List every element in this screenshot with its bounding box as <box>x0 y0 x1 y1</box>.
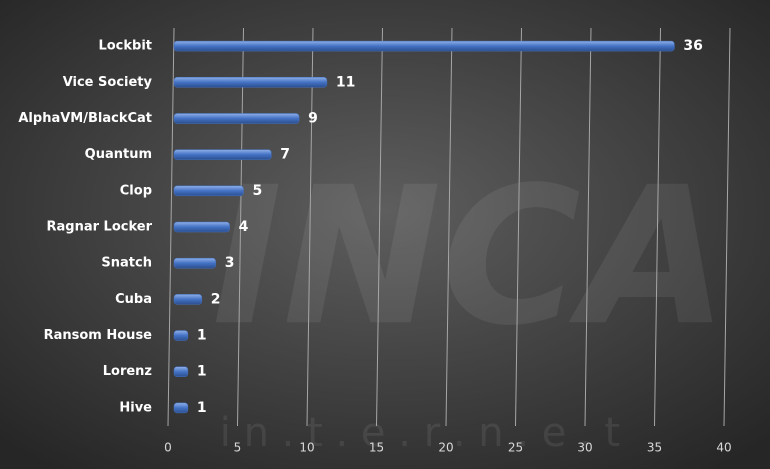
value-label: 36 <box>683 38 702 54</box>
value-label: 2 <box>211 291 221 307</box>
watermark: INCA <box>212 146 728 367</box>
value-label: 9 <box>308 110 318 126</box>
bar <box>173 294 203 305</box>
y-tick-label: AlphaVM/BlackCat <box>18 111 152 126</box>
bar <box>173 149 272 160</box>
value-label: 5 <box>253 183 263 199</box>
y-tick-label: Ragnar Locker <box>47 220 153 235</box>
value-label: 1 <box>197 328 207 344</box>
y-tick-label: Cuba <box>115 292 152 307</box>
value-label: 4 <box>239 219 249 235</box>
grid-line <box>167 27 175 427</box>
x-tick-label: 20 <box>438 441 453 455</box>
y-tick-label: Lockbit <box>98 39 152 54</box>
bar <box>173 40 675 52</box>
bar <box>173 257 216 269</box>
y-tick-label: Clop <box>120 183 152 198</box>
grid-line <box>654 27 661 427</box>
y-tick-label: Snatch <box>101 256 152 271</box>
grid-line <box>723 27 731 427</box>
y-tick-label: Vice Society <box>63 75 153 90</box>
x-tick-label: 30 <box>577 441 592 455</box>
grid-line <box>445 27 453 427</box>
value-label: 1 <box>197 364 207 380</box>
bar <box>173 113 300 124</box>
x-tick-label: 5 <box>234 441 242 455</box>
grid-line <box>306 27 314 427</box>
grid-line <box>584 27 592 427</box>
watermark-subtitle: i n . t . e . r . n . e . t <box>220 410 620 456</box>
x-tick-label: 0 <box>164 441 172 455</box>
y-tick-label: Hive <box>119 400 152 415</box>
value-label: 1 <box>197 400 207 416</box>
bar <box>173 330 189 341</box>
y-tick-label: Lorenz <box>103 364 152 379</box>
x-tick-label: 25 <box>508 441 523 455</box>
bar <box>173 185 244 197</box>
value-label: 7 <box>280 147 290 163</box>
grid-line <box>376 27 383 427</box>
value-label: 11 <box>336 74 355 90</box>
x-tick-label: 10 <box>299 441 314 455</box>
bar <box>173 221 230 233</box>
y-tick-label: Quantum <box>85 147 152 162</box>
bar <box>173 77 328 88</box>
x-tick-label: 15 <box>369 441 384 455</box>
value-label: 3 <box>225 255 235 271</box>
x-tick-label: 40 <box>716 441 731 455</box>
x-tick-label: 35 <box>647 441 662 455</box>
grid-line <box>237 27 244 427</box>
y-tick-label: Ransom House <box>44 328 153 343</box>
bar <box>173 366 189 377</box>
bar <box>173 402 189 414</box>
grid-line <box>515 27 522 427</box>
